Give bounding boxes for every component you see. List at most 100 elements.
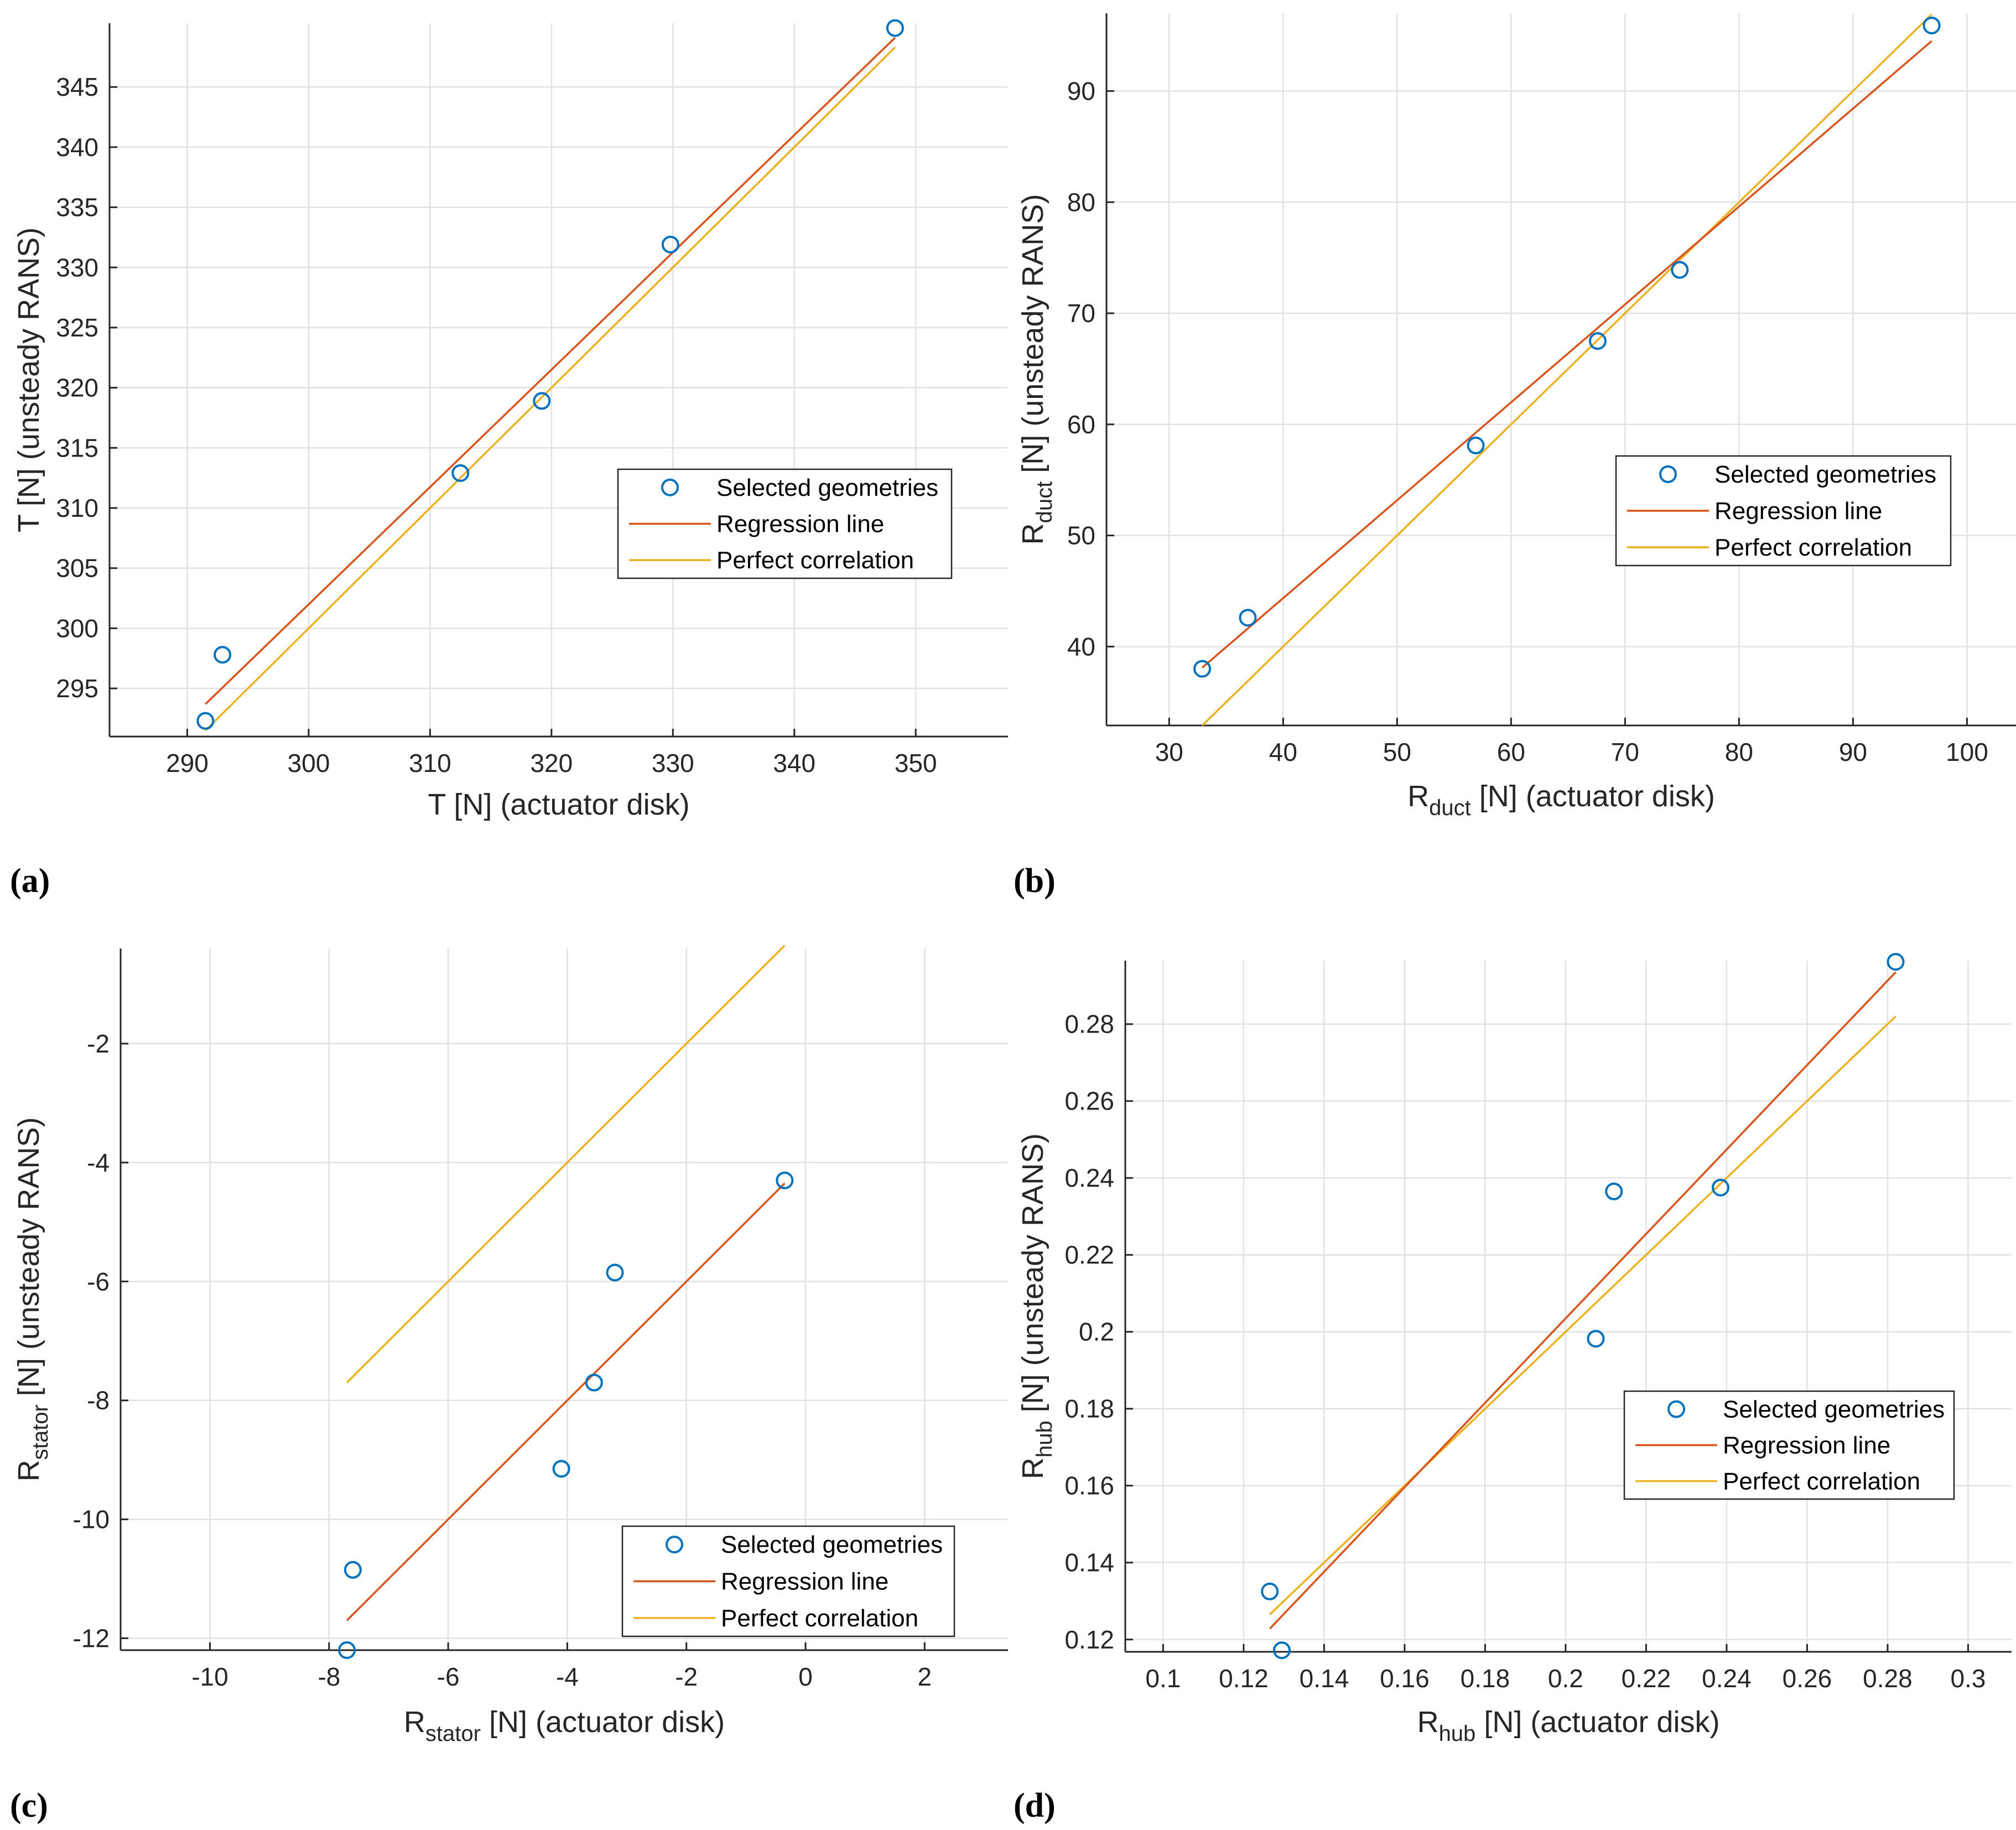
legend-entry-perfect: Perfect correlation <box>721 1605 918 1632</box>
data-point <box>214 646 232 664</box>
y-tick-label: 345 <box>56 72 98 101</box>
data-point <box>1239 609 1257 627</box>
legend-entry-regression: Regression line <box>1714 497 1882 525</box>
legend-entry-regression: Regression line <box>721 1568 889 1595</box>
regression-line <box>1201 40 1932 668</box>
y-tick-label: 305 <box>56 554 98 583</box>
y-axis-label: Rhub [N] (unsteady RANS) <box>1016 1133 1057 1479</box>
x-tick-label: 330 <box>652 749 694 777</box>
x-axis-label-main: R <box>404 1705 425 1739</box>
y-axis-label-rest: [N] (unsteady RANS) <box>1016 1133 1049 1421</box>
data-point <box>1605 1183 1623 1201</box>
data-point <box>1467 437 1485 455</box>
regression-line <box>1269 971 1897 1630</box>
y-tick-label: -12 <box>73 1624 110 1653</box>
x-axis-label-main: R <box>1417 1705 1439 1739</box>
x-tick-label: 2 <box>917 1662 932 1691</box>
data-point <box>1887 953 1905 971</box>
x-axis-label-main: R <box>1407 780 1429 813</box>
x-axis-label: Rduct [N] (actuator disk) <box>1407 780 1715 820</box>
x-tick-label: 340 <box>773 749 815 777</box>
data-point <box>776 1171 794 1190</box>
x-tick-label: 80 <box>1725 738 1753 766</box>
perfect-correlation-line <box>346 945 786 1383</box>
x-axis-label: Rhub [N] (actuator disk) <box>1417 1705 1720 1746</box>
data-point <box>344 1561 362 1579</box>
x-axis-label-subscript: duct <box>1429 796 1471 820</box>
y-tick-label: -8 <box>87 1386 110 1415</box>
data-point <box>606 1263 624 1282</box>
x-tick-label: -8 <box>318 1662 340 1691</box>
x-tick-label: 60 <box>1497 738 1525 766</box>
legend-entry-perfect: Perfect correlation <box>716 547 914 574</box>
y-tick-label: 300 <box>56 614 98 642</box>
x-tick-label: 100 <box>1946 738 1988 766</box>
x-tick-label: 50 <box>1383 738 1411 766</box>
legend-entry-perfect: Perfect correlation <box>1714 534 1912 561</box>
data-point <box>585 1373 603 1392</box>
y-tick-label: 50 <box>1067 521 1095 550</box>
y-tick-label: 320 <box>56 374 98 402</box>
x-axis-label: T [N] (actuator disk) <box>428 788 689 821</box>
legend-marker-icon <box>1667 1400 1685 1418</box>
x-tick-label: 0.22 <box>1622 1664 1671 1693</box>
data-point <box>1588 332 1607 350</box>
x-tick-label: 40 <box>1269 738 1297 766</box>
data-point <box>1671 261 1689 279</box>
x-tick-label: 0.1 <box>1145 1664 1181 1693</box>
y-axis-label-rest: [N] (unsteady RANS) <box>12 1117 45 1404</box>
x-tick-label: 0.14 <box>1300 1664 1349 1693</box>
data-point <box>533 392 551 410</box>
y-axis-label: Rduct [N] (unsteady RANS) <box>1016 194 1057 545</box>
y-tick-label: 0.26 <box>1064 1087 1114 1116</box>
y-tick-label: 295 <box>56 674 98 703</box>
x-tick-label: -4 <box>556 1662 579 1691</box>
x-tick-label: 350 <box>895 749 937 777</box>
x-tick-label: 0.3 <box>1950 1664 1986 1693</box>
y-tick-label: 70 <box>1067 299 1095 328</box>
x-tick-label: 300 <box>288 749 330 777</box>
chart-panel-4: 0.1 0.12 0.14 0.16 0.18 0.2 0.22 0.24 0.26 0.28 0.… <box>1014 953 2012 1824</box>
x-tick-label: 310 <box>409 749 451 777</box>
x-tick-label: 290 <box>166 749 209 777</box>
data-point <box>1587 1330 1605 1348</box>
y-tick-label: 315 <box>56 433 98 462</box>
legend: Selected geometries Regression line Perfec… <box>621 1525 955 1637</box>
y-tick-label: 40 <box>1067 632 1095 661</box>
legend-marker-icon <box>666 1536 683 1554</box>
x-tick-label: 0.28 <box>1863 1664 1913 1693</box>
regression-line <box>205 37 896 705</box>
y-axis-label-main: R <box>1016 523 1049 545</box>
y-tick-label: 0.28 <box>1064 1010 1114 1039</box>
y-axis-label-subscript: stator <box>28 1404 53 1460</box>
y-tick-label: 325 <box>56 313 98 342</box>
legend: Selected geometries Regression line Perfec… <box>1615 455 1952 567</box>
x-tick-label: 0.26 <box>1783 1664 1832 1693</box>
x-tick-label: 30 <box>1155 738 1183 766</box>
x-axis-label-subscript: stator <box>425 1722 481 1746</box>
x-tick-label: -2 <box>675 1662 698 1691</box>
legend-entry-regression: Regression line <box>1723 1432 1890 1459</box>
data-point <box>552 1460 570 1478</box>
y-tick-label: 330 <box>56 253 98 282</box>
data-point <box>1261 1582 1279 1600</box>
perfect-correlation-line <box>1269 1015 1897 1615</box>
legend-entry-selected: Selected geometries <box>716 474 938 501</box>
panel-label: (c) <box>10 1787 48 1824</box>
x-axis-label-rest: [N] (actuator disk) <box>1475 1705 1719 1739</box>
legend-entry-selected: Selected geometries <box>1723 1396 1945 1423</box>
x-tick-label: 0.18 <box>1461 1664 1510 1693</box>
legend: Selected geometries Regression line Perfec… <box>1623 1390 1955 1500</box>
panel-label: (a) <box>10 862 50 900</box>
data-point <box>1273 1641 1291 1660</box>
perfect-correlation-line <box>205 46 896 732</box>
y-tick-label: 0.14 <box>1064 1548 1114 1577</box>
x-tick-label: 90 <box>1839 738 1867 766</box>
y-axis-label-rest: [N] (unsteady RANS) <box>1016 194 1049 481</box>
y-tick-label: 0.12 <box>1064 1625 1114 1654</box>
data-point <box>661 235 679 253</box>
y-tick-label: 0.16 <box>1064 1471 1114 1500</box>
y-axis-label-main: R <box>1016 1458 1049 1479</box>
panel-label: (b) <box>1014 862 1056 900</box>
